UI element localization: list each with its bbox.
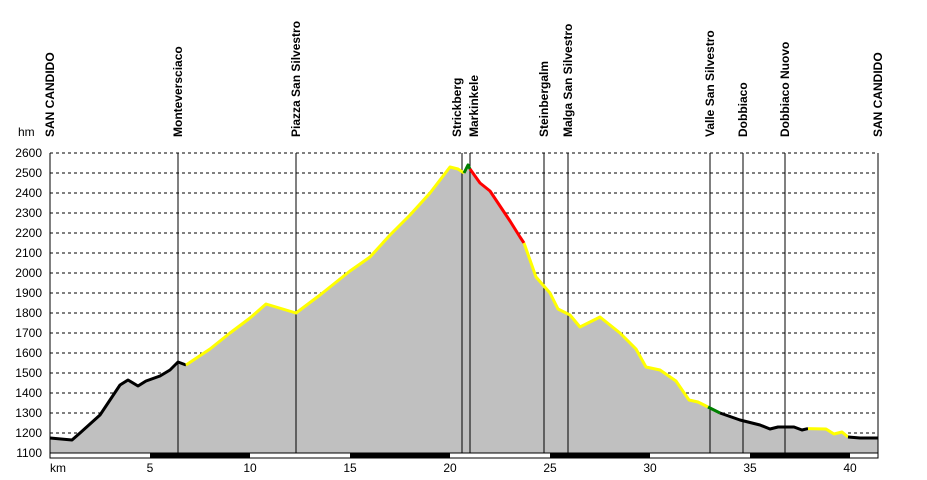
profile-lines bbox=[49, 163, 878, 442]
scale-bar bbox=[49, 452, 879, 459]
y-tick-label: 1100 bbox=[16, 446, 42, 460]
y-tick-label: 1500 bbox=[15, 366, 42, 380]
waypoints: SAN CANDIDO Monteversciaco Piazza San Silv… bbox=[43, 21, 885, 453]
scale-bar-block bbox=[550, 453, 650, 458]
profile-segment-4 bbox=[468, 168, 526, 244]
scale-bar-block bbox=[750, 453, 850, 458]
profile-segment-3 bbox=[462, 163, 472, 174]
y-tick-label: 2000 bbox=[15, 266, 42, 280]
y-tick-label: 1400 bbox=[15, 386, 42, 400]
y-tick-label: 1700 bbox=[15, 326, 42, 340]
x-tick-label: 5 bbox=[147, 461, 154, 475]
profile-segment-7 bbox=[719, 411, 809, 432]
x-tick-label: 10 bbox=[243, 461, 257, 475]
x-tick-label: 35 bbox=[743, 461, 757, 475]
y-tick-label: 2500 bbox=[15, 166, 42, 180]
y-tick-label: 2200 bbox=[15, 226, 42, 240]
waypoint-label: Valle San Silvestro bbox=[703, 30, 717, 137]
x-tick-label: 15 bbox=[343, 461, 357, 475]
waypoint-label: Dobbiaco Nuovo bbox=[778, 42, 792, 137]
y-tick-label: 1900 bbox=[15, 286, 42, 300]
y-tick-label: 2300 bbox=[15, 206, 42, 220]
profile-segment-1 bbox=[49, 360, 187, 442]
y-tick-label: 2100 bbox=[15, 246, 42, 260]
y-tick-label: 2400 bbox=[15, 186, 42, 200]
profile-segment-9 bbox=[847, 435, 878, 440]
y-tick-label: 2600 bbox=[15, 146, 42, 160]
y-tick-label: 1300 bbox=[15, 406, 42, 420]
x-tick-label: 25 bbox=[543, 461, 557, 475]
axes: 1100 1200 1300 1400 1500 1600 1700 1800 1900 2000… bbox=[15, 146, 879, 475]
x-axis-label: km bbox=[50, 461, 66, 475]
scale-bar-block bbox=[350, 453, 450, 458]
waypoint-label: Monteversciaco bbox=[171, 46, 185, 137]
profile-segment-8 bbox=[807, 427, 849, 439]
profile-fill bbox=[50, 165, 878, 453]
waypoint-label: Piazza San Silvestro bbox=[289, 21, 303, 137]
waypoint-label: Strickberg bbox=[450, 78, 464, 137]
y-tick-label: 1200 bbox=[15, 426, 42, 440]
profile-segment-5 bbox=[522, 242, 709, 409]
profile-segment-2 bbox=[185, 165, 465, 367]
waypoint-label: SAN CANDIDO bbox=[43, 52, 57, 137]
waypoint-label: Dobbiaco bbox=[736, 82, 750, 137]
x-tick-label: 20 bbox=[443, 461, 457, 475]
x-tick-label: 40 bbox=[843, 461, 857, 475]
profile-area bbox=[50, 165, 878, 453]
waypoint-label: Steinbergalm bbox=[537, 61, 551, 137]
waypoint-label: SAN CANDIDO bbox=[871, 52, 885, 137]
waypoint-label: Markinkele bbox=[467, 75, 481, 137]
y-axis-label: hm bbox=[18, 125, 35, 139]
x-tick-label: 30 bbox=[643, 461, 657, 475]
y-tick-label: 1800 bbox=[15, 306, 42, 320]
waypoint-label: Malga San Silvestro bbox=[561, 24, 575, 137]
y-tick-label: 1600 bbox=[15, 346, 42, 360]
profile-segment-6 bbox=[707, 405, 721, 415]
scale-bar-block bbox=[150, 453, 250, 458]
